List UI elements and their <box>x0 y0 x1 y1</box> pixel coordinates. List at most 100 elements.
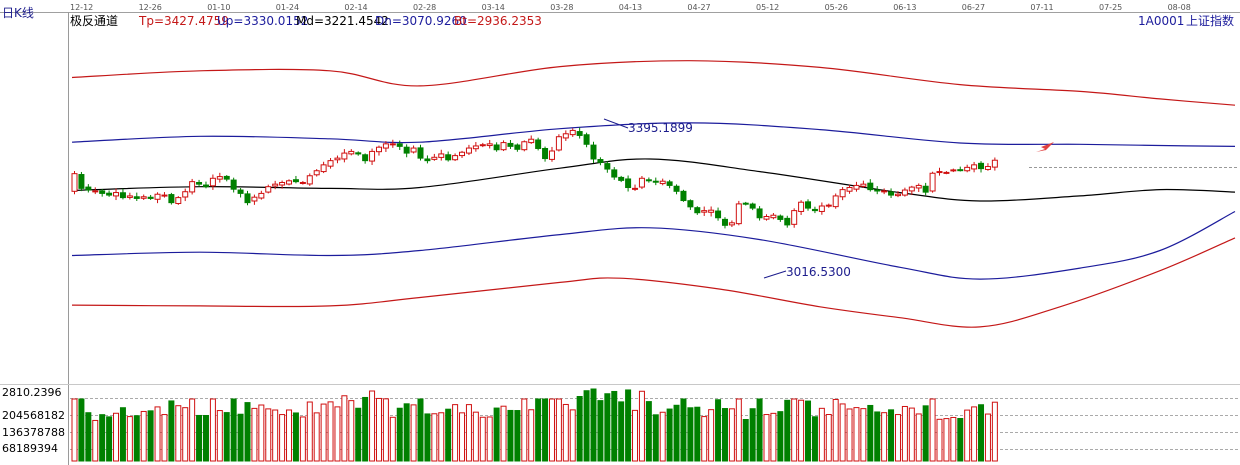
candle-body <box>763 215 770 220</box>
volume-bar <box>562 403 569 462</box>
volume-bar <box>569 409 576 462</box>
volume-bar <box>625 389 632 462</box>
candle-body <box>805 201 812 209</box>
candle-body <box>168 194 175 204</box>
candle-body <box>915 184 922 189</box>
volume-bar <box>638 390 645 462</box>
volume-bar <box>209 398 216 462</box>
candle-body <box>625 178 632 189</box>
candle-body <box>638 177 645 188</box>
volume-bar <box>92 419 99 462</box>
candle-body <box>279 181 286 186</box>
volume-bar <box>355 407 362 462</box>
date-label: 07-11 <box>1030 3 1053 12</box>
candle-body <box>126 195 133 198</box>
volume-axis-label: 2810.2396 <box>2 386 62 399</box>
candle-body <box>964 166 971 172</box>
candle-body <box>825 204 832 207</box>
candle-body <box>417 147 424 159</box>
candle-body <box>521 141 528 151</box>
candle-body <box>514 144 521 150</box>
volume-bar <box>791 398 798 462</box>
candle-body <box>438 153 445 158</box>
volume-bar <box>825 414 832 462</box>
candle-body <box>708 209 715 213</box>
volume-bar <box>555 398 562 462</box>
candle-body <box>396 143 403 147</box>
candle-body <box>71 173 78 192</box>
candle-body <box>507 142 514 147</box>
candle-body <box>611 169 618 178</box>
candle-body <box>486 143 493 147</box>
candle-body <box>569 129 576 136</box>
candle-body <box>984 166 991 170</box>
up-value: Up=3330.0152 <box>217 14 309 28</box>
volume-bar <box>140 410 147 462</box>
volume-bar <box>811 416 818 462</box>
volume-bar <box>313 412 320 462</box>
date-label: 12-12 <box>70 3 93 12</box>
volume-bar <box>860 408 867 462</box>
candle-body <box>465 147 472 154</box>
period-label[interactable]: 日K线 <box>2 6 34 20</box>
candle-body <box>846 187 853 192</box>
high-annotation: 3395.1899 <box>628 121 693 135</box>
candle-body <box>645 179 652 182</box>
candle-body <box>292 179 299 183</box>
candle-body <box>957 169 964 172</box>
tp-value: Tp=3427.4759 <box>139 14 229 28</box>
date-label: 02-14 <box>344 3 367 12</box>
symbol-name: 上证指数 <box>1186 14 1235 28</box>
volume-bar <box>514 410 521 462</box>
md-band <box>71 158 1236 202</box>
volume-bar <box>984 413 991 462</box>
volume-bar <box>874 411 881 462</box>
volume-bar <box>542 398 549 462</box>
date-label: 06-13 <box>893 3 916 12</box>
candle-body <box>922 185 929 193</box>
volume-bar <box>113 412 120 462</box>
volume-bar <box>680 398 687 462</box>
volume-bar <box>943 418 950 462</box>
date-label: 03-14 <box>482 3 505 12</box>
volume-bar <box>521 398 528 462</box>
candle-body <box>472 145 479 150</box>
candle-body <box>403 146 410 154</box>
date-label: 08-08 <box>1168 3 1191 12</box>
candle-body <box>182 191 189 198</box>
indicator-name: 极反通道 <box>70 14 119 28</box>
candle-body <box>528 138 535 144</box>
candle-body <box>175 197 182 204</box>
tp-band <box>71 60 1236 106</box>
volume-bar <box>728 408 735 462</box>
volume-bar <box>929 398 936 462</box>
bt-band <box>71 237 1236 328</box>
candles <box>71 127 998 229</box>
volume-bar <box>950 416 957 462</box>
candle-body <box>306 175 313 185</box>
volume-bar <box>687 407 694 462</box>
volume-bar <box>85 412 92 462</box>
candle-body <box>230 179 237 190</box>
volume-bar <box>901 405 908 462</box>
volume-bar <box>479 416 486 462</box>
volume-bar <box>486 416 493 462</box>
candle-body <box>389 143 396 146</box>
volume-axis-label: 204568182 <box>2 409 65 422</box>
candle-body <box>929 172 936 192</box>
volume-bar <box>777 411 784 462</box>
volume-bar <box>202 414 209 462</box>
volume-bar <box>888 409 895 462</box>
candle-body <box>597 159 604 163</box>
candle-body <box>348 150 355 155</box>
volume-bar <box>417 398 424 462</box>
candle-body <box>140 196 147 199</box>
date-label: 06-27 <box>962 3 985 12</box>
volume-bar <box>272 409 279 462</box>
candle-body <box>659 180 666 185</box>
candle-body <box>382 143 389 149</box>
candle-body <box>701 210 708 213</box>
volume-bar <box>590 388 597 462</box>
candle-body <box>832 195 839 208</box>
candle-body <box>728 222 735 226</box>
